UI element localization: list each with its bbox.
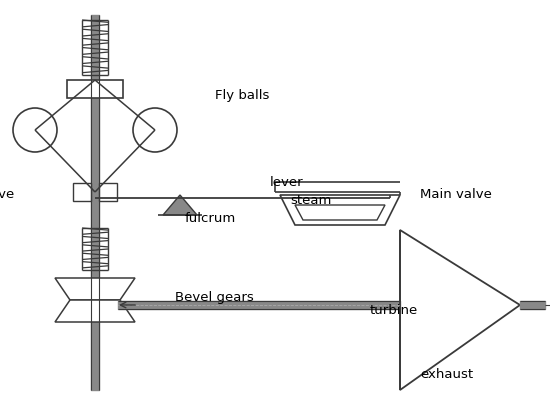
Text: sleeve: sleeve — [0, 188, 15, 201]
Bar — [99, 183, 117, 201]
Bar — [73, 183, 91, 201]
Polygon shape — [280, 195, 400, 225]
Polygon shape — [400, 230, 520, 390]
Text: Bevel gears: Bevel gears — [175, 292, 254, 304]
Bar — [67, 80, 123, 98]
Text: lever: lever — [270, 176, 304, 190]
Text: turbine: turbine — [370, 304, 418, 316]
Polygon shape — [163, 195, 197, 215]
Text: Fly balls: Fly balls — [215, 89, 270, 101]
Polygon shape — [295, 205, 385, 220]
Polygon shape — [55, 300, 135, 322]
Text: exhaust: exhaust — [420, 369, 473, 381]
Text: steam: steam — [290, 194, 331, 207]
Text: Main valve: Main valve — [420, 188, 492, 201]
Polygon shape — [55, 278, 135, 300]
Text: fulcrum: fulcrum — [185, 211, 236, 225]
